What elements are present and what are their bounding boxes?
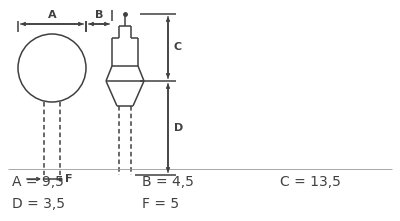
Text: C: C — [174, 42, 182, 53]
Text: D: D — [174, 123, 183, 133]
Text: A: A — [48, 10, 56, 20]
Text: C = 13,5: C = 13,5 — [280, 175, 341, 189]
Text: D = 3,5: D = 3,5 — [12, 197, 65, 211]
Text: F: F — [65, 174, 72, 184]
Text: A = 9,5: A = 9,5 — [12, 175, 64, 189]
Text: F = 5: F = 5 — [142, 197, 179, 211]
Text: B = 4,5: B = 4,5 — [142, 175, 194, 189]
Text: B: B — [95, 10, 103, 20]
